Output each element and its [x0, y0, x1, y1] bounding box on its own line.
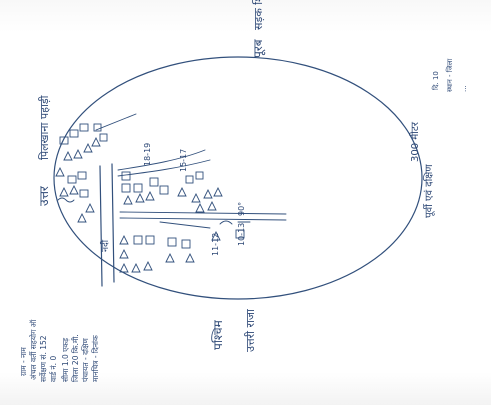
house-square-icon [67, 175, 77, 184]
house-square-icon [121, 171, 131, 181]
info-line-3: सर्वेक्षण सं. 152 [39, 335, 48, 382]
road-network [95, 113, 287, 287]
house-triangle-icon [213, 186, 223, 197]
house-square-icon [159, 185, 169, 195]
house-square-icon [235, 229, 245, 239]
house-triangle-icon [77, 212, 87, 223]
house-triangle-icon [123, 194, 133, 205]
corner-note-line-2: स्थान - जिला [445, 59, 454, 92]
house-triangle-icon [83, 142, 93, 153]
house-triangle-icon [203, 188, 213, 199]
house-square-icon [99, 133, 108, 142]
house-triangle-icon [211, 230, 221, 241]
south-landmark-label: पूर्वी एवं दक्षिण [423, 164, 435, 218]
house-triangle-icon [135, 192, 145, 203]
corner-note-line-3: ... [460, 85, 468, 92]
house-square-icon [79, 123, 89, 132]
house-square-icon [195, 171, 204, 180]
house-triangle-icon [63, 150, 73, 161]
house-triangle-icon [85, 202, 95, 213]
house-square-icon [167, 237, 177, 247]
house-square-icon [77, 171, 87, 180]
house-square-icon [69, 129, 79, 138]
info-line-8: मानचित्र - दिनांक [91, 335, 100, 382]
field-markings [57, 197, 251, 225]
house-triangle-icon [191, 192, 201, 203]
house-triangle-icon [131, 262, 141, 273]
west-direction-label: पश्चिम [211, 319, 225, 350]
house-square-icon [133, 235, 143, 245]
house-square-icon [133, 183, 143, 193]
field-note-2: 15-17 [179, 149, 188, 172]
south-note-label: 300 मीटर [409, 121, 421, 162]
house-square-icon [185, 175, 194, 184]
house-triangle-icon [69, 184, 79, 195]
info-line-1: ग्राम - नाम [19, 347, 28, 376]
house-triangle-icon [185, 252, 195, 263]
house-triangle-icon [119, 248, 129, 259]
info-line-4: वार्ड नं. 0 [49, 356, 58, 382]
info-block: ग्राम - नाम अंचल वर्ती सहयोग ऑ सर्वेक्षण… [19, 319, 100, 382]
east-direction-label: पूरब [251, 38, 266, 58]
north-landmark-label: पिलखाना पहाड़ी [38, 95, 51, 160]
field-note-1: 18-19 [143, 143, 152, 166]
house-square-icon [145, 235, 155, 245]
village-boundary-ellipse [53, 56, 423, 300]
corner-note-line-1: दि. 10 [431, 71, 440, 90]
north-direction-label: उत्तर [37, 185, 51, 206]
house-triangle-icon [59, 186, 69, 197]
info-line-6: जिला 20 कि.मी. [71, 334, 80, 382]
house-square-icon [93, 123, 102, 132]
field-note-3: 11-12 [211, 233, 220, 256]
house-square-icon [121, 183, 131, 193]
house-triangle-icon [91, 136, 101, 147]
house-triangle-icon [143, 260, 153, 271]
info-line-5: सीमा 1.0 एकड़ [61, 337, 70, 382]
house-triangle-icon [145, 190, 155, 201]
house-square-icon [79, 189, 89, 198]
house-triangle-icon [207, 200, 217, 211]
house-symbols [55, 123, 245, 273]
rotation-note: 90° [237, 202, 246, 216]
info-line-7: पंचायत - दक्षिण [81, 338, 90, 382]
river-label: नदी [99, 239, 111, 252]
house-square-icon [149, 177, 159, 187]
field-note-4: 10-13 [237, 223, 246, 246]
house-triangle-icon [55, 166, 65, 177]
house-triangle-icon [195, 202, 205, 213]
corner-note: दि. 10 स्थान - जिला ... [431, 59, 468, 92]
house-square-icon [181, 239, 191, 249]
house-triangle-icon [119, 262, 129, 273]
info-line-2: अंचल वर्ती सहयोग ऑ [29, 319, 38, 380]
house-square-icon [59, 136, 69, 145]
house-triangle-icon [177, 186, 187, 197]
west-landmark-label: उत्तरी राजा [244, 309, 257, 352]
house-triangle-icon [165, 252, 175, 263]
east-landmark-label: सड़क शिवपुर [252, 0, 265, 30]
house-triangle-icon [73, 148, 83, 159]
house-triangle-icon [119, 234, 129, 245]
